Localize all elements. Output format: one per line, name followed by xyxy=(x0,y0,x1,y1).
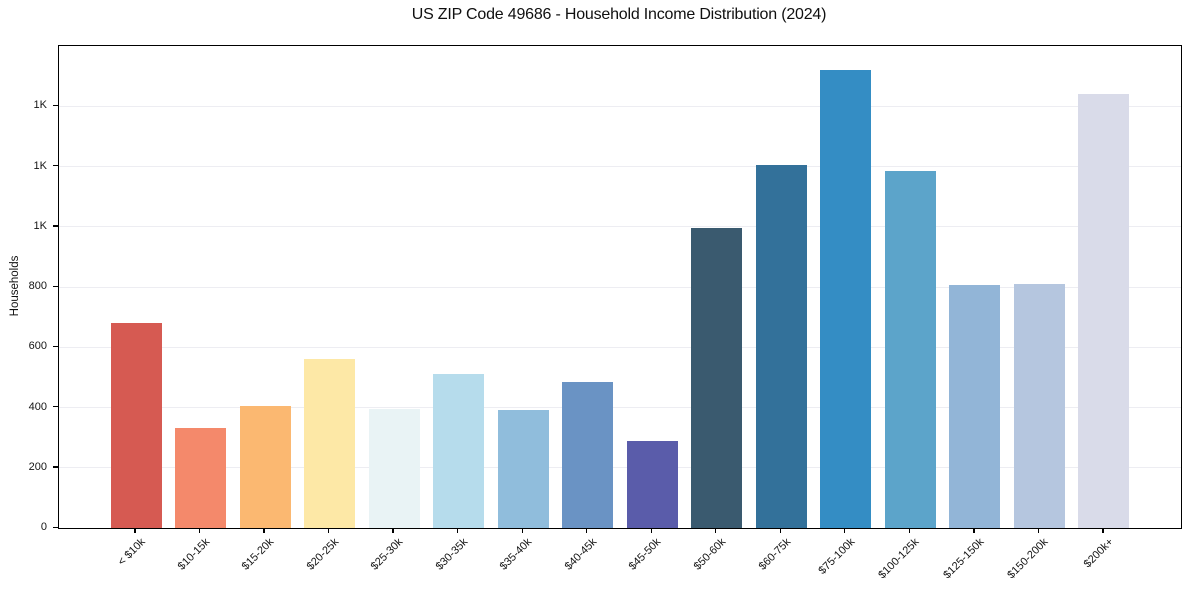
x-tick-label-text: $45-50k xyxy=(627,536,664,573)
x-tick-label-text: $10-15k xyxy=(175,536,213,573)
x-tick-mark xyxy=(263,528,265,534)
y-tick-label: 1K xyxy=(33,219,47,232)
x-tick-mark xyxy=(1037,528,1040,534)
x-tick-mark xyxy=(586,528,588,534)
gridline xyxy=(59,407,1181,408)
x-tick-label-text: $20-25k xyxy=(304,536,342,573)
x-tick-mark xyxy=(457,528,459,534)
x-tick-mark xyxy=(1102,528,1104,534)
gridline xyxy=(59,166,1181,167)
bar-$100-125k xyxy=(884,171,936,528)
bar-< $10k xyxy=(110,323,162,528)
x-tick-mark xyxy=(650,528,652,534)
y-tick-mark xyxy=(53,165,58,167)
y-tick-mark xyxy=(53,285,58,287)
bar-$75-100k xyxy=(820,70,872,528)
y-tick-label: 1K xyxy=(33,159,47,172)
bar-$200k+ xyxy=(1078,94,1130,528)
y-tick-mark xyxy=(53,345,58,348)
x-tick-mark xyxy=(779,528,781,534)
bar-$45-50k xyxy=(626,440,678,528)
x-tick-label-text: < $10k xyxy=(115,536,148,569)
x-tick-label-text: $75-100k xyxy=(816,536,858,577)
x-tick-label-text: $60-75k xyxy=(756,536,793,573)
bar-$125-150k xyxy=(949,285,1001,528)
x-tick-mark xyxy=(134,528,136,534)
gridline xyxy=(59,105,1181,107)
x-tick-label-text: $150-200k xyxy=(1005,536,1051,582)
x-tick-mark xyxy=(198,528,201,534)
y-tick-mark xyxy=(53,104,58,107)
gridline xyxy=(59,226,1181,228)
bar-$40-45k xyxy=(562,382,614,528)
bar-$30-35k xyxy=(433,374,485,528)
gridline xyxy=(59,467,1181,469)
bar-$25-30k xyxy=(368,409,420,528)
bar-$50-60k xyxy=(691,228,743,528)
plot-area xyxy=(58,45,1182,529)
bar-$20-25k xyxy=(304,359,356,528)
y-tick-mark xyxy=(53,466,58,468)
x-tick-mark xyxy=(908,528,910,534)
y-tick-label: 0 xyxy=(40,521,47,533)
x-tick-mark xyxy=(715,528,717,534)
x-tick-label-text: $25-30k xyxy=(368,536,406,573)
y-tick-mark xyxy=(53,526,58,528)
x-tick-mark xyxy=(521,528,523,534)
x-tick-label-text: $35-40k xyxy=(498,536,535,573)
x-tick-mark xyxy=(844,528,846,534)
bar-$15-20k xyxy=(239,405,291,528)
bar-$150-200k xyxy=(1013,283,1065,528)
y-tick-label: 1K xyxy=(33,99,47,112)
x-tick-label-text: $200k+ xyxy=(1081,536,1116,571)
y-tick-label: 600 xyxy=(28,340,47,353)
y-tick-label: 800 xyxy=(28,280,47,292)
y-tick-mark xyxy=(53,225,58,227)
gridline xyxy=(59,346,1181,348)
x-tick-label-text: $125-150k xyxy=(941,536,987,582)
bar-$10-15k xyxy=(175,428,227,528)
y-tick-mark xyxy=(53,406,58,408)
x-tick-mark xyxy=(973,528,975,534)
bar-$35-40k xyxy=(497,410,549,528)
gridline xyxy=(59,286,1181,288)
bar-$60-75k xyxy=(755,164,807,528)
x-tick-label-text: $40-45k xyxy=(562,536,600,573)
x-tick-mark xyxy=(392,528,394,534)
x-tick-label-text: $30-35k xyxy=(433,536,471,573)
x-tick-label-text: $15-20k xyxy=(239,536,277,573)
x-tick-label-text: $100-125k xyxy=(876,536,922,582)
chart-title: US ZIP Code 49686 - Household Income Dis… xyxy=(411,6,827,23)
x-tick-mark xyxy=(327,528,330,534)
x-tick-label-text: $50-60k xyxy=(691,536,729,573)
y-tick-label: 400 xyxy=(28,400,47,413)
y-tick-label: 200 xyxy=(28,460,47,473)
